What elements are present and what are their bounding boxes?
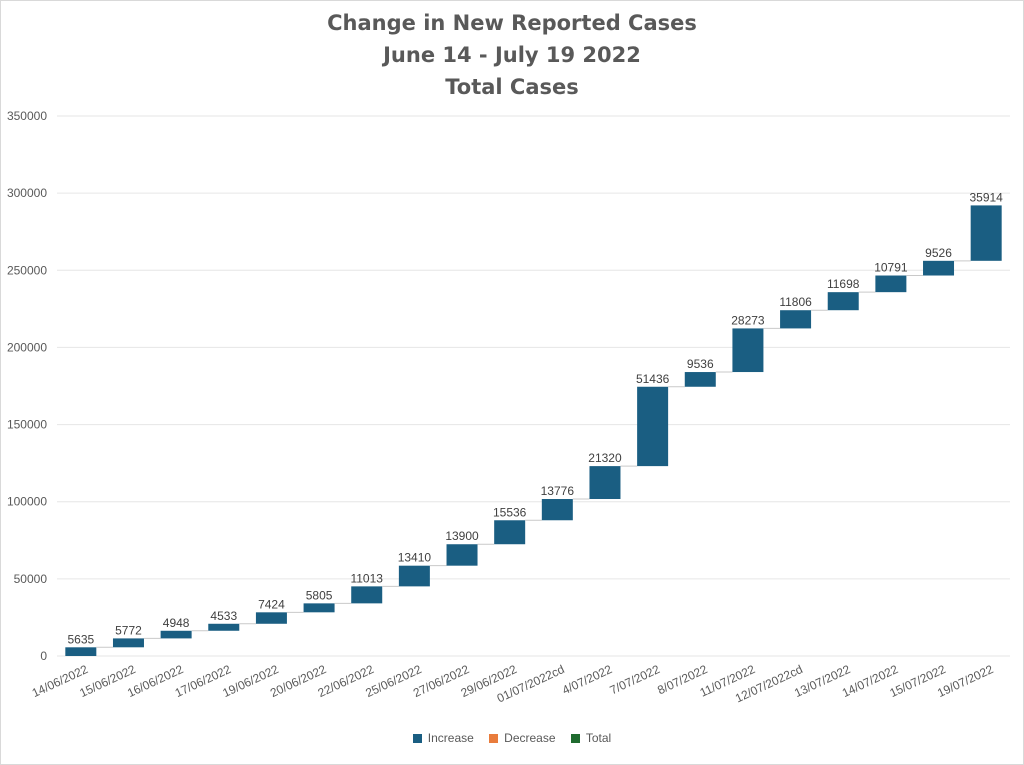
legend-label-total: Total <box>585 731 612 745</box>
waterfall-bar <box>637 386 669 467</box>
waterfall-bar <box>780 310 812 329</box>
y-tick-label: 150000 <box>7 418 47 432</box>
data-label: 5805 <box>306 588 333 602</box>
waterfall-bar <box>923 260 955 276</box>
chart-title-line-2: June 14 - July 19 2022 <box>383 43 641 67</box>
data-label: 9526 <box>925 246 952 260</box>
data-label: 4533 <box>210 609 237 623</box>
data-label: 13776 <box>541 484 575 498</box>
legend: Increase Decrease Total <box>0 731 1024 746</box>
data-label: 13410 <box>398 551 432 565</box>
waterfall-bar <box>398 565 430 587</box>
data-label: 11698 <box>827 277 860 291</box>
y-tick-label: 350000 <box>7 109 47 123</box>
waterfall-bar <box>494 520 526 545</box>
waterfall-bar <box>65 647 97 656</box>
waterfall-bar <box>589 466 621 500</box>
data-label: 15536 <box>493 505 527 519</box>
x-tick-label: 4/07/2022 <box>560 662 615 697</box>
data-label: 11806 <box>779 295 812 309</box>
waterfall-bar <box>112 638 144 648</box>
data-label: 11013 <box>350 571 383 585</box>
data-label: 28273 <box>731 313 765 327</box>
data-label: 51436 <box>636 372 670 386</box>
y-tick-label: 250000 <box>7 263 47 277</box>
data-label: 5772 <box>115 623 142 637</box>
data-label: 21320 <box>588 451 622 465</box>
legend-item-decrease: Decrease <box>489 731 556 745</box>
data-label: 13900 <box>445 529 479 543</box>
waterfall-bar <box>351 586 383 604</box>
legend-swatch-decrease <box>489 733 499 743</box>
waterfall-bar <box>875 275 907 293</box>
legend-item-increase: Increase <box>412 731 474 745</box>
legend-label-decrease: Decrease <box>504 731 556 745</box>
waterfall-bar <box>446 544 478 566</box>
waterfall-bar <box>732 328 764 373</box>
data-label: 4948 <box>163 616 190 630</box>
waterfall-bar <box>827 292 859 311</box>
chart-title-line-3: Total Cases <box>445 75 579 99</box>
waterfall-bar <box>684 372 716 387</box>
legend-swatch-increase <box>412 733 422 743</box>
y-tick-label: 50000 <box>14 572 48 586</box>
waterfall-bar <box>208 623 240 631</box>
waterfall-bar <box>255 612 287 624</box>
data-label: 10791 <box>874 261 908 275</box>
legend-label-increase: Increase <box>427 731 474 745</box>
waterfall-bar <box>160 630 192 639</box>
data-label: 35914 <box>969 190 1003 204</box>
y-tick-label: 200000 <box>7 340 47 354</box>
legend-swatch-total <box>570 733 580 743</box>
chart-title-line-1: Change in New Reported Cases <box>327 11 697 35</box>
waterfall-bar <box>541 499 573 521</box>
legend-item-total: Total <box>570 731 612 745</box>
data-label: 9536 <box>687 357 714 371</box>
x-tick-label: 7/07/2022 <box>608 662 663 697</box>
y-tick-label: 300000 <box>7 186 47 200</box>
data-label: 5635 <box>67 632 94 646</box>
y-tick-label: 0 <box>40 649 47 663</box>
waterfall-bar <box>970 205 1002 261</box>
y-tick-label: 100000 <box>7 495 47 509</box>
data-label: 7424 <box>258 597 285 611</box>
waterfall-bar <box>303 603 335 613</box>
